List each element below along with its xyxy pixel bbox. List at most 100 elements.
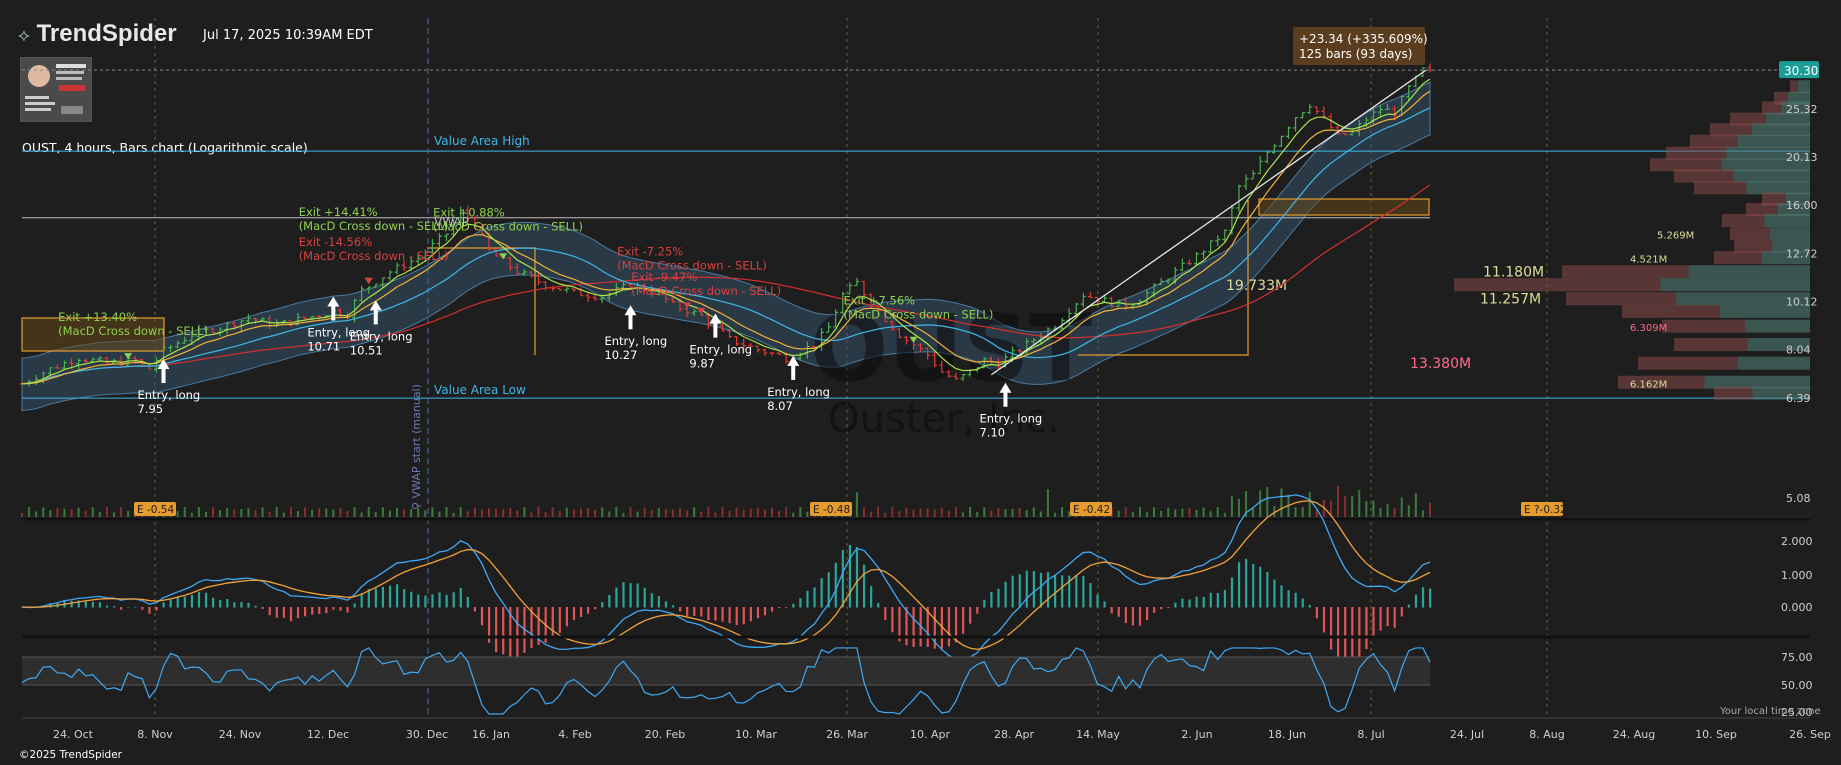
macd-histogram-bar: [1039, 572, 1043, 608]
volume-bar: [615, 507, 618, 517]
macd-histogram-bar: [770, 607, 774, 612]
macd-histogram-bar: [141, 607, 144, 610]
volume-bar: [551, 507, 554, 517]
x-tick-label: 8. Jul: [1357, 728, 1384, 741]
macd-histogram-bar: [742, 607, 745, 625]
macd-histogram-bar: [445, 594, 448, 608]
macd-histogram-bar: [1223, 590, 1227, 608]
macd-histogram-bar: [827, 572, 830, 608]
macd-histogram-bar: [1407, 604, 1410, 608]
macd-histogram-bar: [756, 607, 760, 619]
measure-change: +23.34 (+335.609%): [1299, 32, 1428, 46]
volume-bar: [176, 511, 179, 517]
exit-signal-reason: (MacD Cross down - SELL): [299, 249, 449, 263]
local-time-label: Your local time zone: [1720, 706, 1821, 717]
volume-bar: [905, 507, 908, 517]
volume-profile-label: 6.309M: [1630, 323, 1667, 334]
macd-histogram-bar: [728, 607, 731, 624]
macd-histogram-bar: [219, 599, 222, 608]
macd-histogram-bar: [1280, 585, 1283, 608]
macd-histogram-bar: [1322, 607, 1326, 633]
entry-signal-label: Entry, long: [689, 343, 752, 357]
macd-histogram-bar: [127, 606, 130, 608]
volume-profile-sell-bar: [1638, 356, 1738, 370]
exit-signal-label: Exit +14.41%: [299, 205, 378, 219]
macd-histogram-bar: [1329, 607, 1333, 650]
macd-histogram-bar: [1131, 607, 1135, 626]
volume-bar: [35, 511, 38, 517]
vwap-label: VWAP: [434, 215, 469, 229]
volume-bar: [1124, 507, 1127, 517]
volume-profile-sell-bar: [1694, 181, 1747, 195]
macd-histogram-bar: [282, 607, 285, 618]
macd-histogram-bar: [636, 583, 639, 608]
volume-profile-buy-bar: [1675, 292, 1810, 306]
x-tick-label: 14. May: [1076, 728, 1120, 741]
volume-bar: [728, 510, 731, 517]
volume-bar: [969, 507, 972, 517]
x-tick-label: 4. Feb: [558, 728, 591, 741]
volume-bar: [572, 509, 575, 517]
macd-histogram-bar: [537, 607, 540, 645]
volume-bar: [997, 507, 1000, 517]
x-tick-label: 24. Nov: [219, 728, 262, 741]
macd-histogram-bar: [1386, 607, 1389, 627]
volume-bar: [190, 512, 193, 517]
volume-bar: [1386, 504, 1389, 517]
volume-bar: [877, 507, 880, 517]
macd-histogram-bar: [247, 602, 250, 608]
entry-signal-value: 10.27: [604, 348, 637, 362]
volume-bar: [395, 507, 398, 517]
macd-histogram-bar: [841, 549, 844, 608]
volume-bar: [947, 510, 950, 517]
volume-profile-buy-bar: [1770, 227, 1810, 241]
macd-histogram-bar: [1379, 607, 1382, 631]
exit-signal-reason: (MacD Cross down - SELL): [617, 258, 767, 272]
entry-signal-value: 7.95: [138, 402, 164, 416]
volume-bar: [91, 507, 94, 517]
macd-histogram-bar: [473, 607, 477, 612]
volume-bar: [304, 507, 307, 517]
last-price-badge: [1779, 61, 1819, 79]
x-tick-label: 26. Mar: [826, 728, 868, 741]
volume-bar: [544, 512, 547, 517]
macd-histogram-bar: [1301, 598, 1304, 608]
macd-histogram-bar: [622, 582, 625, 608]
macd-histogram-bar: [990, 591, 993, 608]
volume-bar: [346, 511, 349, 517]
measure-line: [990, 69, 1427, 376]
brand-logo: ⟡ TrendSpider: [18, 20, 177, 48]
volume-bar: [940, 507, 943, 517]
volume-bar: [1407, 505, 1410, 517]
macd-histogram-bar: [212, 597, 215, 608]
x-tick-label: 26. Sep: [1789, 728, 1831, 741]
volume-profile-buy-bar: [1786, 192, 1810, 206]
volume-bar: [204, 511, 207, 517]
x-tick-label: 28. Apr: [994, 728, 1034, 741]
macd-histogram-bar: [558, 607, 561, 633]
volume-bar: [686, 510, 689, 517]
volume-bar: [1068, 511, 1071, 517]
volume-bar: [516, 510, 519, 517]
volume-bar: [1245, 491, 1248, 517]
volume-bar: [622, 512, 625, 517]
volume-bar: [473, 507, 476, 517]
macd-histogram-bar: [452, 592, 455, 608]
rsi-tick-label: 25.00: [1781, 706, 1813, 719]
macd-histogram-bar: [1273, 579, 1276, 608]
macd-histogram-bar: [339, 607, 342, 611]
macd-histogram-bar: [1004, 581, 1007, 608]
macd-histogram-bar: [671, 605, 675, 608]
macd-histogram-bar: [70, 600, 73, 608]
macd-histogram-bar: [502, 607, 505, 655]
ema-slow-line: [21, 90, 1431, 385]
macd-histogram-bar: [1188, 599, 1191, 608]
macd-histogram-bar: [176, 597, 179, 608]
macd-histogram-bar: [1025, 570, 1028, 608]
entry-arrow-icon: [369, 300, 382, 325]
volume-profile-label: 11.257M: [1480, 292, 1541, 308]
volume-bar: [219, 510, 222, 517]
volume-profile-label: 13.380M: [1410, 356, 1471, 372]
volume-bar: [28, 507, 31, 517]
